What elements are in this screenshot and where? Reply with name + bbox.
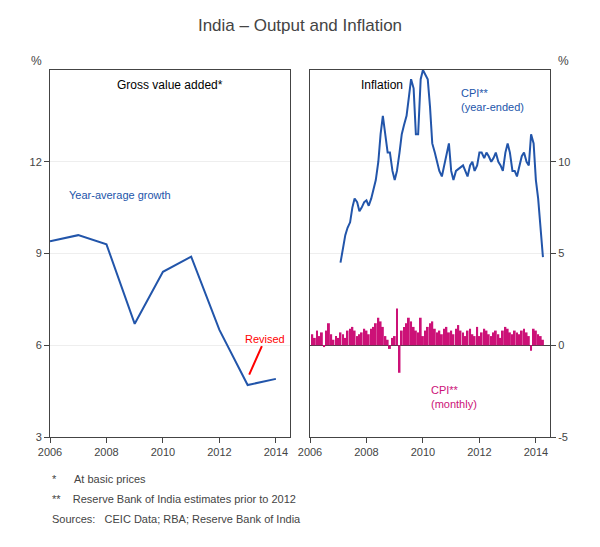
svg-text:2006: 2006: [298, 446, 322, 458]
svg-text:2014: 2014: [264, 446, 288, 458]
svg-text:9: 9: [36, 247, 42, 259]
svg-text:India – Output and Inflation: India – Output and Inflation: [198, 16, 402, 35]
svg-text:2014: 2014: [524, 446, 548, 458]
svg-text:2010: 2010: [411, 446, 435, 458]
svg-text:Revised: Revised: [245, 333, 285, 345]
svg-text:Year-average growth: Year-average growth: [69, 189, 171, 201]
svg-text:CPI**(year-ended): CPI**(year-ended): [461, 87, 524, 113]
svg-text:%: %: [558, 54, 569, 68]
svg-text:2012: 2012: [467, 446, 491, 458]
svg-text:12: 12: [30, 156, 42, 168]
svg-text:5: 5: [558, 247, 564, 259]
svg-text:Inflation: Inflation: [361, 78, 403, 92]
svg-text:3: 3: [36, 431, 42, 443]
svg-text:2006: 2006: [38, 446, 62, 458]
svg-text:2010: 2010: [151, 446, 175, 458]
svg-text:Gross value added*: Gross value added*: [117, 78, 223, 92]
svg-text:Sources: CEIC Data; RBA; Res: Sources: CEIC Data; RBA; Reserve Bank of…: [52, 513, 301, 525]
svg-text:10: 10: [558, 156, 570, 168]
svg-text:CPI**(monthly): CPI**(monthly): [431, 384, 477, 410]
svg-text:-5: -5: [558, 431, 568, 443]
svg-text:%: %: [31, 54, 42, 68]
svg-text:6: 6: [36, 339, 42, 351]
svg-text:2008: 2008: [354, 446, 378, 458]
svg-text:2008: 2008: [94, 446, 118, 458]
svg-text:** Reserve Bank of India es: ** Reserve Bank of India estimates prior…: [52, 493, 296, 505]
svg-text:* At basic prices: * At basic prices: [52, 473, 146, 485]
svg-text:0: 0: [558, 339, 564, 351]
svg-text:2012: 2012: [207, 446, 231, 458]
